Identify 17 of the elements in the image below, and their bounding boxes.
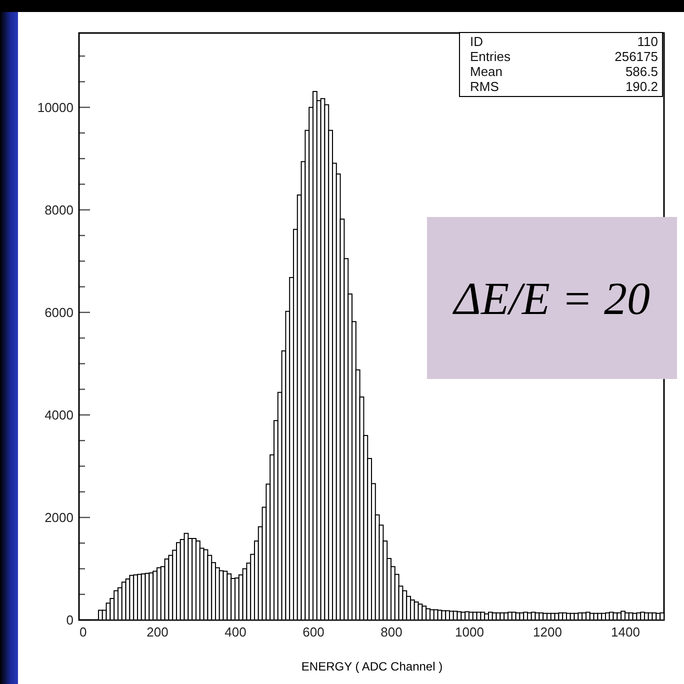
x-tick-label: 800 — [380, 624, 402, 640]
x-axis-title: ENERGY ( ADC Channel ) — [301, 660, 443, 674]
x-tick-label: 1400 — [611, 624, 640, 640]
x-tick-label: 1000 — [455, 624, 484, 640]
stats-box: ID 110 Entries 256175 Mean 586.5 RMS 190.2 — [459, 32, 663, 97]
y-tick-label: 0 — [66, 612, 74, 628]
x-tick-label: 0 — [80, 624, 87, 640]
x-tick-label: 400 — [224, 624, 246, 640]
y-tick-label: 2000 — [44, 510, 74, 525]
y-tick-label: 4000 — [44, 407, 74, 422]
formula-box: ΔE/E = 20 — [427, 217, 677, 379]
x-tick-label: 1200 — [533, 624, 562, 640]
y-tick-label: 10000 — [37, 100, 74, 115]
x-tick-label: 600 — [302, 624, 324, 640]
y-tick-label: 8000 — [44, 202, 74, 218]
x-tick-label: 200 — [146, 624, 168, 640]
y-tick-label: 6000 — [44, 304, 74, 320]
